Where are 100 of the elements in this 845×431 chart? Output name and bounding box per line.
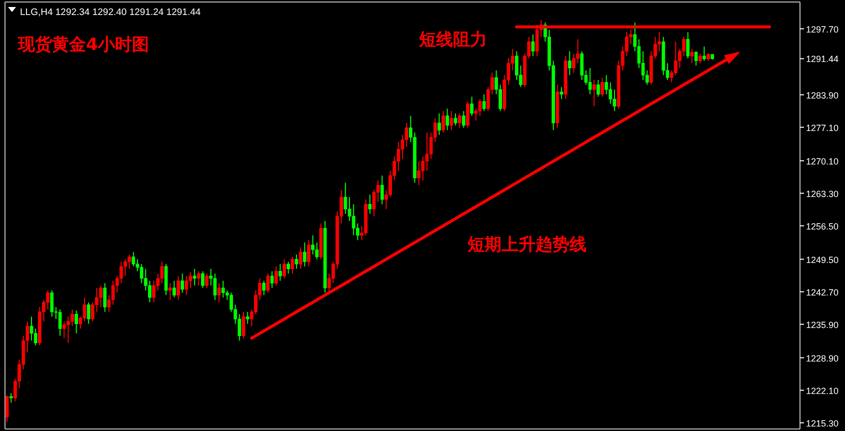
candlestick [217,282,221,303]
candlestick [344,182,348,214]
candlestick [442,110,445,134]
candlestick [470,96,474,116]
ytick: 1249.50 [806,254,839,265]
ytick: 1215.30 [806,418,839,428]
annotation: 现货黄金4小时图 [18,35,149,55]
candlestick [66,316,70,344]
candlestick [596,79,600,98]
candlestick [694,50,698,66]
candlestick [99,285,102,308]
ytick: 1291.44 [806,54,839,64]
candlestick [192,268,196,286]
candlestick [588,67,592,95]
candlestick [702,46,706,62]
candlestick [34,328,38,346]
candlestick [274,266,278,286]
candlestick [417,160,420,186]
candlestick [282,258,286,279]
candlestick [176,275,180,300]
candlestick [372,189,376,217]
candlestick [404,122,408,148]
candlestick [686,32,690,59]
ytick: 1222.10 [806,386,839,396]
candlestick [592,79,596,107]
candlestick [352,204,356,236]
candlestick [70,308,74,327]
candlestick [531,34,535,57]
annotation: 短线阻力 [418,30,487,50]
candlestick [132,252,136,267]
candlestick [9,392,13,404]
candlestick [30,316,34,342]
ytick: 1270.10 [806,156,839,166]
candlestick [421,156,425,181]
candlestick [478,98,482,116]
candlestick [5,395,9,422]
candlestick [120,261,123,284]
candlestick [380,175,384,205]
annotation: 短期上升趋势线 [468,235,587,255]
candlestick [690,48,694,64]
ytick: 1242.70 [806,287,839,298]
candlestick [213,273,217,300]
candlestick [674,41,678,76]
ytick: 1256.50 [806,221,839,232]
ytick: 1283.90 [806,90,839,100]
candlestick [482,94,486,112]
candlestick [86,302,90,324]
candlestick [62,320,66,339]
candlestick [50,290,54,318]
candlestick [196,270,200,286]
candlestick [682,36,686,57]
candlestick [278,264,282,282]
candlestick [307,240,310,267]
candlestick [454,112,458,126]
candlestick [290,256,294,274]
candlestick [286,261,290,274]
candlestick [450,110,454,131]
candlestick [311,234,314,255]
candlestick [368,194,372,214]
candlestick [111,280,115,306]
candlestick [184,275,188,296]
candlestick [266,273,270,294]
candlestick [446,108,450,131]
candlestick [298,246,302,270]
candlestick [568,50,572,76]
candlestick [302,242,306,267]
candlestick [172,280,176,298]
candlestick [572,53,576,74]
candlestick [246,311,250,324]
candlestick [438,112,441,136]
candlestick [462,110,466,128]
candlestick [201,270,204,288]
candlestick [458,112,462,128]
title: LLG,H4 1292.34 1292.40 1291.24 1291.44 [8,7,201,18]
ytick: 1277.10 [806,122,839,133]
candlestick [294,254,298,270]
candlestick [168,282,172,300]
candlestick [262,280,266,296]
candlestick [221,280,225,298]
candlestick [124,258,127,276]
candlestick [152,280,156,303]
candlestick [46,290,50,310]
candlestick [560,86,564,100]
candlestick [698,53,702,64]
candlestick [580,50,584,80]
candlestick [164,264,168,296]
candlestick [58,308,62,336]
candlestick [466,100,470,128]
candlestick [600,77,604,98]
candlestick [242,311,246,339]
ytick: 1228.90 [806,353,839,364]
candlestick [148,280,152,303]
candlestick [180,273,184,294]
candlestick [205,273,208,288]
candlestick [270,270,274,288]
candlestick [103,282,107,312]
ytick: 1263.30 [806,188,839,199]
ytick: 1235.90 [806,320,839,330]
ytick: 1297.70 [806,24,839,34]
candlestick [74,310,78,334]
